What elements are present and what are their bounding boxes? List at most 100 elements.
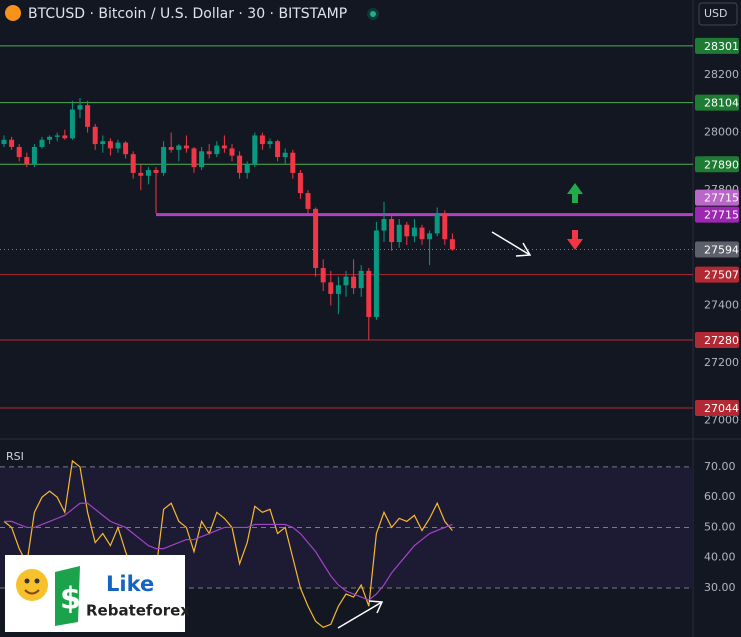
candle-body (1, 139, 7, 145)
price-label: 27507 (704, 269, 739, 282)
candle-body (252, 135, 258, 165)
candle-body (373, 230, 379, 317)
candle-body (358, 270, 364, 289)
y-tick-label: 60.00 (704, 490, 736, 503)
candle-body (282, 152, 288, 158)
price-label: 28301 (704, 40, 739, 53)
candle-body (176, 145, 182, 150)
down-arrow (567, 230, 583, 250)
candle-body (39, 139, 45, 147)
candle-body (297, 172, 303, 194)
symbol-title: BTCUSD · Bitcoin / U.S. Dollar · 30 · BI… (28, 6, 347, 22)
candle-body (290, 152, 296, 173)
price-label-box (695, 400, 739, 417)
logo-mark (55, 566, 80, 626)
price-label: 28104 (704, 97, 739, 110)
candle-body (221, 145, 227, 149)
candle-body (183, 145, 189, 149)
candle-body (130, 154, 136, 173)
logo-dollar: $ (60, 582, 81, 617)
candle-body (161, 146, 167, 173)
candle-body (77, 105, 83, 110)
candle-body (123, 142, 129, 155)
rsi-title: RSI (6, 450, 24, 463)
candle-body (434, 213, 440, 234)
logo-smile (24, 589, 40, 595)
price-label: 27715 (704, 209, 739, 222)
candle-body (259, 135, 265, 145)
y-tick-label: 27000 (704, 414, 739, 427)
price-label-box (695, 206, 739, 223)
price-panel: 2700027200274002780028000282002830128104… (0, 37, 739, 427)
logo-eye (34, 578, 40, 584)
candle-body (191, 148, 197, 168)
candle-body (85, 105, 91, 127)
candle-body (69, 109, 75, 139)
candle-body (199, 151, 205, 168)
candle-body (244, 164, 250, 173)
price-label: 27044 (704, 402, 739, 415)
candle-body (389, 219, 395, 243)
rsi-line (3, 459, 453, 629)
price-label-box (695, 241, 739, 258)
candle-body (335, 285, 341, 294)
candle-body (404, 224, 410, 237)
candle-body (24, 157, 30, 165)
annotation-arrow (491, 231, 532, 257)
candle-body (138, 172, 144, 176)
candle-body (229, 148, 235, 156)
logo-eye (24, 578, 30, 584)
rsi-line (4, 502, 453, 601)
price-label: 27594 (704, 244, 739, 257)
candle-body (47, 136, 53, 140)
candle-body (419, 227, 425, 240)
candle-body (206, 151, 212, 155)
logo: $ Like Rebateforex (5, 555, 190, 632)
candle-body (328, 282, 334, 294)
up-arrow (567, 183, 583, 203)
price-label-box (695, 156, 739, 173)
candle-body (153, 170, 159, 173)
currency-label[interactable]: USD (704, 7, 728, 20)
candle-body (449, 239, 455, 250)
y-tick-label: 28000 (704, 126, 739, 139)
candle-body (168, 146, 174, 150)
candle-body (16, 146, 22, 158)
candle-body (343, 276, 349, 286)
candle-body (381, 219, 387, 231)
candle-body (313, 208, 319, 268)
y-tick-label: 30.00 (704, 581, 736, 594)
y-tick-label: 70.00 (704, 460, 736, 473)
candle-body (145, 170, 151, 176)
candle-body (92, 126, 98, 145)
candle-body (100, 141, 106, 145)
y-tick-label: 50.00 (704, 520, 736, 533)
y-tick-label: 27200 (704, 356, 739, 369)
candle-body (31, 146, 37, 165)
candle-body (267, 141, 273, 145)
price-label: 27715 (704, 192, 739, 205)
candle-body (9, 139, 15, 147)
candle-body (396, 224, 402, 243)
y-tick-label: 40.00 (704, 551, 736, 564)
price-label: 27890 (704, 158, 739, 171)
candle-body (107, 141, 113, 149)
candle-body (351, 276, 357, 289)
candle-body (366, 270, 372, 317)
candle-body (54, 135, 60, 137)
status-dot-inner (370, 11, 376, 17)
candle-body (442, 213, 448, 240)
candle-body (237, 155, 243, 173)
candle-body (275, 141, 281, 158)
price-label-box (695, 94, 739, 111)
currency-button[interactable] (698, 2, 738, 26)
y-tick-label: 27400 (704, 298, 739, 311)
logo-face (16, 569, 48, 601)
logo-text: Rebateforex (86, 602, 190, 620)
logo-text: Like (106, 572, 154, 596)
annotation-arrow (337, 600, 384, 629)
candle-body (320, 267, 326, 283)
candle-body (115, 142, 121, 149)
candle-body (305, 193, 311, 209)
